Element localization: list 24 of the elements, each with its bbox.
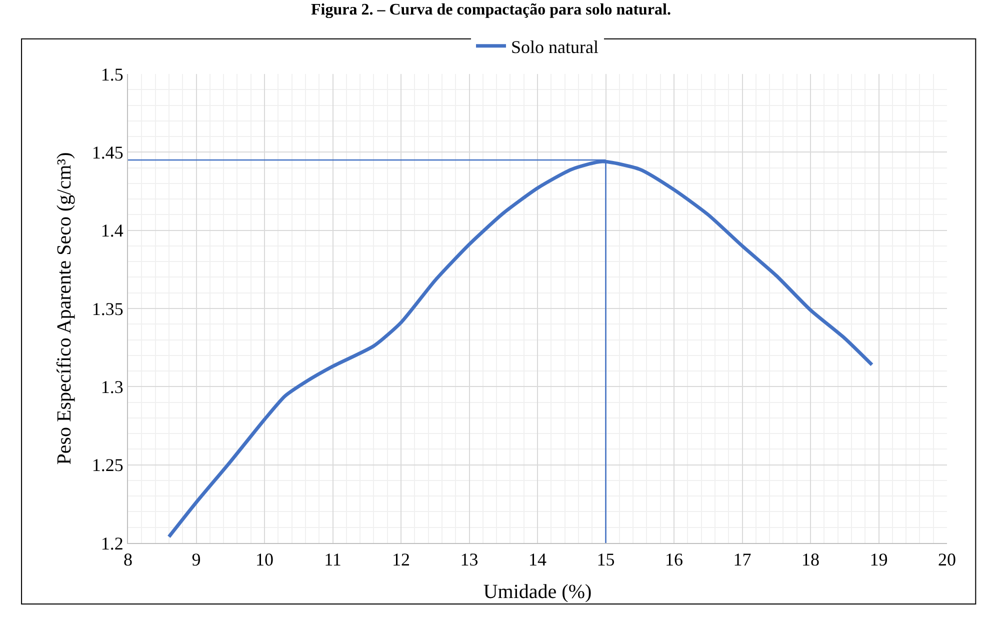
y-tick-label: 1.45 xyxy=(92,142,124,162)
x-tick-label: 16 xyxy=(665,550,683,570)
y-tick-label: 1.3 xyxy=(100,376,124,397)
x-axis-title: Umidade (%) xyxy=(483,581,592,604)
x-tick-label: 20 xyxy=(938,550,956,570)
x-tick-label: 15 xyxy=(596,550,615,570)
x-tick-label: 14 xyxy=(528,550,546,570)
x-tick-label: 12 xyxy=(392,550,410,570)
y-tick-label: 1.35 xyxy=(92,298,124,319)
x-tick-label: 13 xyxy=(460,550,478,570)
x-tick-label: 11 xyxy=(324,550,342,570)
x-tick-label: 17 xyxy=(733,550,752,570)
x-tick-label: 10 xyxy=(256,550,274,570)
x-tick-label: 9 xyxy=(192,550,201,570)
x-tick-label: 8 xyxy=(124,550,132,570)
y-tick-label: 1.4 xyxy=(100,220,124,241)
legend-label: Solo natural xyxy=(511,36,598,57)
x-tick-label: 19 xyxy=(870,550,888,570)
y-tick-label: 1.25 xyxy=(92,455,124,476)
chart-title: Figura 2. – Curva de compactação para solo natural. xyxy=(311,1,671,18)
x-tick-label: 18 xyxy=(802,550,820,570)
y-axis-title: Peso Específico Aparente Seco (g/cm³) xyxy=(53,152,76,465)
y-tick-label: 1.5 xyxy=(100,64,124,84)
y-tick-label: 1.2 xyxy=(100,533,124,554)
